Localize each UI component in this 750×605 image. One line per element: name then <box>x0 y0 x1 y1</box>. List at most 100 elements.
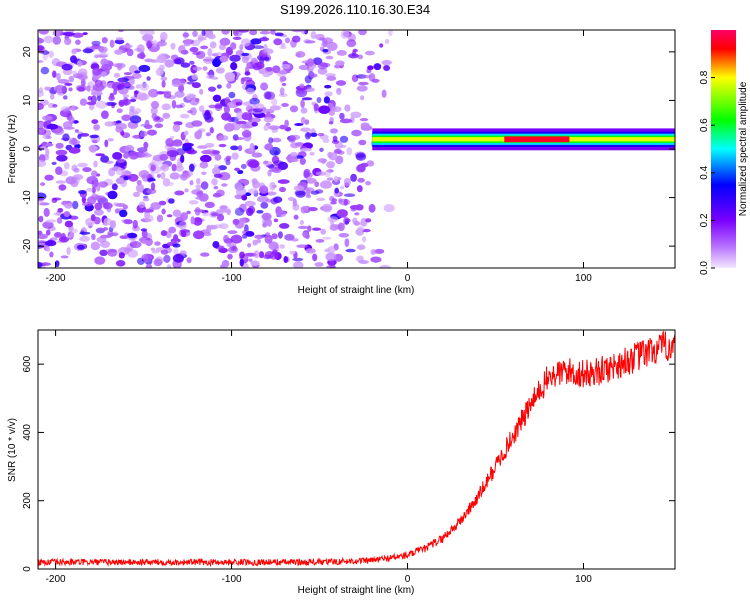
noise-blob <box>362 228 371 233</box>
spectrogram-y-tick-label: -20 <box>22 238 33 253</box>
noise-blob <box>179 173 191 179</box>
noise-blob <box>227 246 239 253</box>
noise-blob <box>143 255 149 264</box>
noise-blob <box>209 127 214 134</box>
noise-blob <box>262 72 271 78</box>
noise-blob <box>190 107 197 116</box>
noise-blob <box>356 85 368 92</box>
noise-blob <box>239 258 244 267</box>
noise-blob <box>248 258 253 262</box>
noise-blob <box>137 53 146 59</box>
noise-blob <box>314 181 320 188</box>
noise-blob <box>289 250 296 255</box>
noise-blob <box>104 139 109 148</box>
noise-blob <box>264 56 270 61</box>
noise-blob <box>136 183 144 193</box>
spectrogram-x-tick-label: -200 <box>46 273 66 284</box>
noise-blob <box>179 250 187 256</box>
noise-blob <box>336 50 347 56</box>
noise-blob <box>292 257 304 262</box>
noise-blob <box>95 227 106 234</box>
noise-blob <box>209 41 217 49</box>
noise-blob <box>223 234 230 243</box>
noise-blob <box>190 216 195 225</box>
signal-band <box>372 128 675 151</box>
noise-blob <box>38 87 44 94</box>
noise-blob <box>93 124 100 131</box>
noise-blob <box>350 111 362 119</box>
noise-blob <box>388 30 393 37</box>
noise-blob <box>321 203 333 213</box>
noise-blob <box>51 161 57 165</box>
noise-blob <box>79 98 88 106</box>
spectrogram-y-tick-label: -10 <box>22 190 33 205</box>
noise-blob <box>277 179 290 184</box>
noise-blob <box>66 247 71 255</box>
noise-blob <box>259 30 271 35</box>
noise-blob <box>352 217 358 225</box>
noise-blob <box>259 185 269 194</box>
noise-blob <box>207 33 216 40</box>
snr-y-tick-label: 200 <box>22 492 33 509</box>
noise-blob <box>64 220 74 228</box>
noise-blob <box>234 207 245 216</box>
noise-blob <box>205 132 211 137</box>
noise-blob <box>74 129 79 133</box>
snr-x-tick-label: 0 <box>405 574 411 585</box>
noise-blob <box>115 125 123 133</box>
noise-blob <box>45 240 57 247</box>
spectrogram-plot-area <box>38 30 675 268</box>
noise-blob <box>216 84 222 89</box>
colorbar-ticks: 0.0 0.2 0.4 0.6 0.8 <box>699 70 715 275</box>
noise-blob <box>208 86 216 92</box>
noise-blob <box>360 95 365 101</box>
noise-blob <box>111 183 118 191</box>
noise-blob <box>220 209 229 213</box>
noise-blob <box>292 203 300 211</box>
noise-blob <box>265 191 277 196</box>
noise-blob <box>38 244 44 249</box>
noise-blob <box>206 71 214 76</box>
noise-blob <box>123 152 130 159</box>
noise-blob <box>114 39 125 45</box>
noise-blob <box>100 71 107 78</box>
noise-blob <box>145 30 155 36</box>
noise-blob <box>171 79 182 87</box>
noise-blob <box>90 214 96 222</box>
noise-blob <box>39 202 50 206</box>
noise-blob <box>329 195 335 202</box>
noise-blob <box>381 59 392 66</box>
noise-blob <box>68 116 75 125</box>
noise-blob <box>335 60 345 66</box>
noise-blob <box>300 116 306 125</box>
noise-blob <box>55 166 63 175</box>
noise-blob <box>136 179 142 186</box>
noise-blob <box>268 125 280 130</box>
noise-blob <box>273 218 279 223</box>
noise-blob <box>257 195 269 203</box>
noise-blob <box>55 149 68 156</box>
noise-blob <box>214 164 219 168</box>
noise-blob <box>172 123 181 133</box>
noise-blob <box>304 132 311 140</box>
noise-blob <box>160 230 168 237</box>
noise-blob <box>330 128 338 134</box>
noise-blob <box>93 209 104 216</box>
noise-blob <box>117 30 124 33</box>
noise-blob <box>216 51 222 56</box>
noise-blob <box>246 62 251 68</box>
noise-blob <box>299 83 305 89</box>
noise-blob <box>86 101 97 106</box>
noise-blob <box>103 227 109 231</box>
noise-blob <box>115 37 124 41</box>
noise-blob <box>168 198 175 204</box>
noise-blob <box>345 248 356 253</box>
noise-blob <box>170 42 176 50</box>
noise-blob <box>55 84 66 94</box>
noise-blob <box>147 129 157 136</box>
noise-blob <box>251 121 258 127</box>
noise-blob <box>384 39 390 44</box>
noise-blob <box>45 142 54 147</box>
noise-blob <box>310 31 317 40</box>
